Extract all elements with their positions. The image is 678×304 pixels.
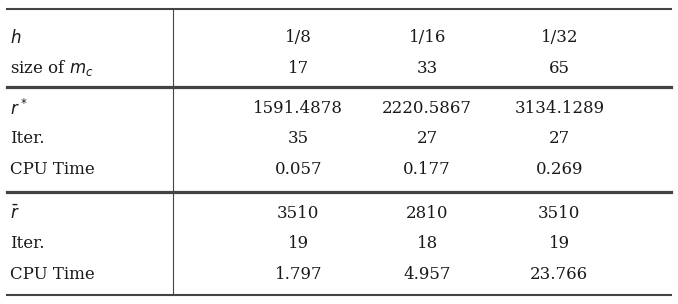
Text: 1591.4878: 1591.4878 bbox=[254, 100, 343, 117]
Text: 3510: 3510 bbox=[538, 205, 580, 222]
Text: 27: 27 bbox=[549, 130, 570, 147]
Text: 2220.5867: 2220.5867 bbox=[382, 100, 472, 117]
Text: 3510: 3510 bbox=[277, 205, 319, 222]
Text: 17: 17 bbox=[287, 60, 309, 77]
Text: 1/8: 1/8 bbox=[285, 29, 312, 47]
Text: CPU Time: CPU Time bbox=[10, 266, 95, 283]
Text: 18: 18 bbox=[416, 235, 438, 252]
Text: 65: 65 bbox=[549, 60, 570, 77]
Text: 23.766: 23.766 bbox=[530, 266, 589, 283]
Text: Iter.: Iter. bbox=[10, 235, 45, 252]
Text: 4.957: 4.957 bbox=[403, 266, 451, 283]
Text: 3134.1289: 3134.1289 bbox=[515, 100, 604, 117]
Text: 33: 33 bbox=[416, 60, 438, 77]
Text: 2810: 2810 bbox=[406, 205, 448, 222]
Text: 0.177: 0.177 bbox=[403, 161, 451, 178]
Text: 19: 19 bbox=[549, 235, 570, 252]
Text: 35: 35 bbox=[287, 130, 309, 147]
Text: size of $m_c$: size of $m_c$ bbox=[10, 58, 94, 78]
Text: 1/16: 1/16 bbox=[408, 29, 446, 47]
Text: 1/32: 1/32 bbox=[540, 29, 578, 47]
Text: Iter.: Iter. bbox=[10, 130, 45, 147]
Text: CPU Time: CPU Time bbox=[10, 161, 95, 178]
Text: 27: 27 bbox=[416, 130, 438, 147]
Text: 0.057: 0.057 bbox=[275, 161, 322, 178]
Text: 0.269: 0.269 bbox=[536, 161, 583, 178]
Text: 1.797: 1.797 bbox=[275, 266, 322, 283]
Text: $\bar{r}$: $\bar{r}$ bbox=[10, 204, 20, 223]
Text: $r^*$: $r^*$ bbox=[10, 98, 28, 119]
Text: 19: 19 bbox=[287, 235, 309, 252]
Text: $h$: $h$ bbox=[10, 29, 22, 47]
